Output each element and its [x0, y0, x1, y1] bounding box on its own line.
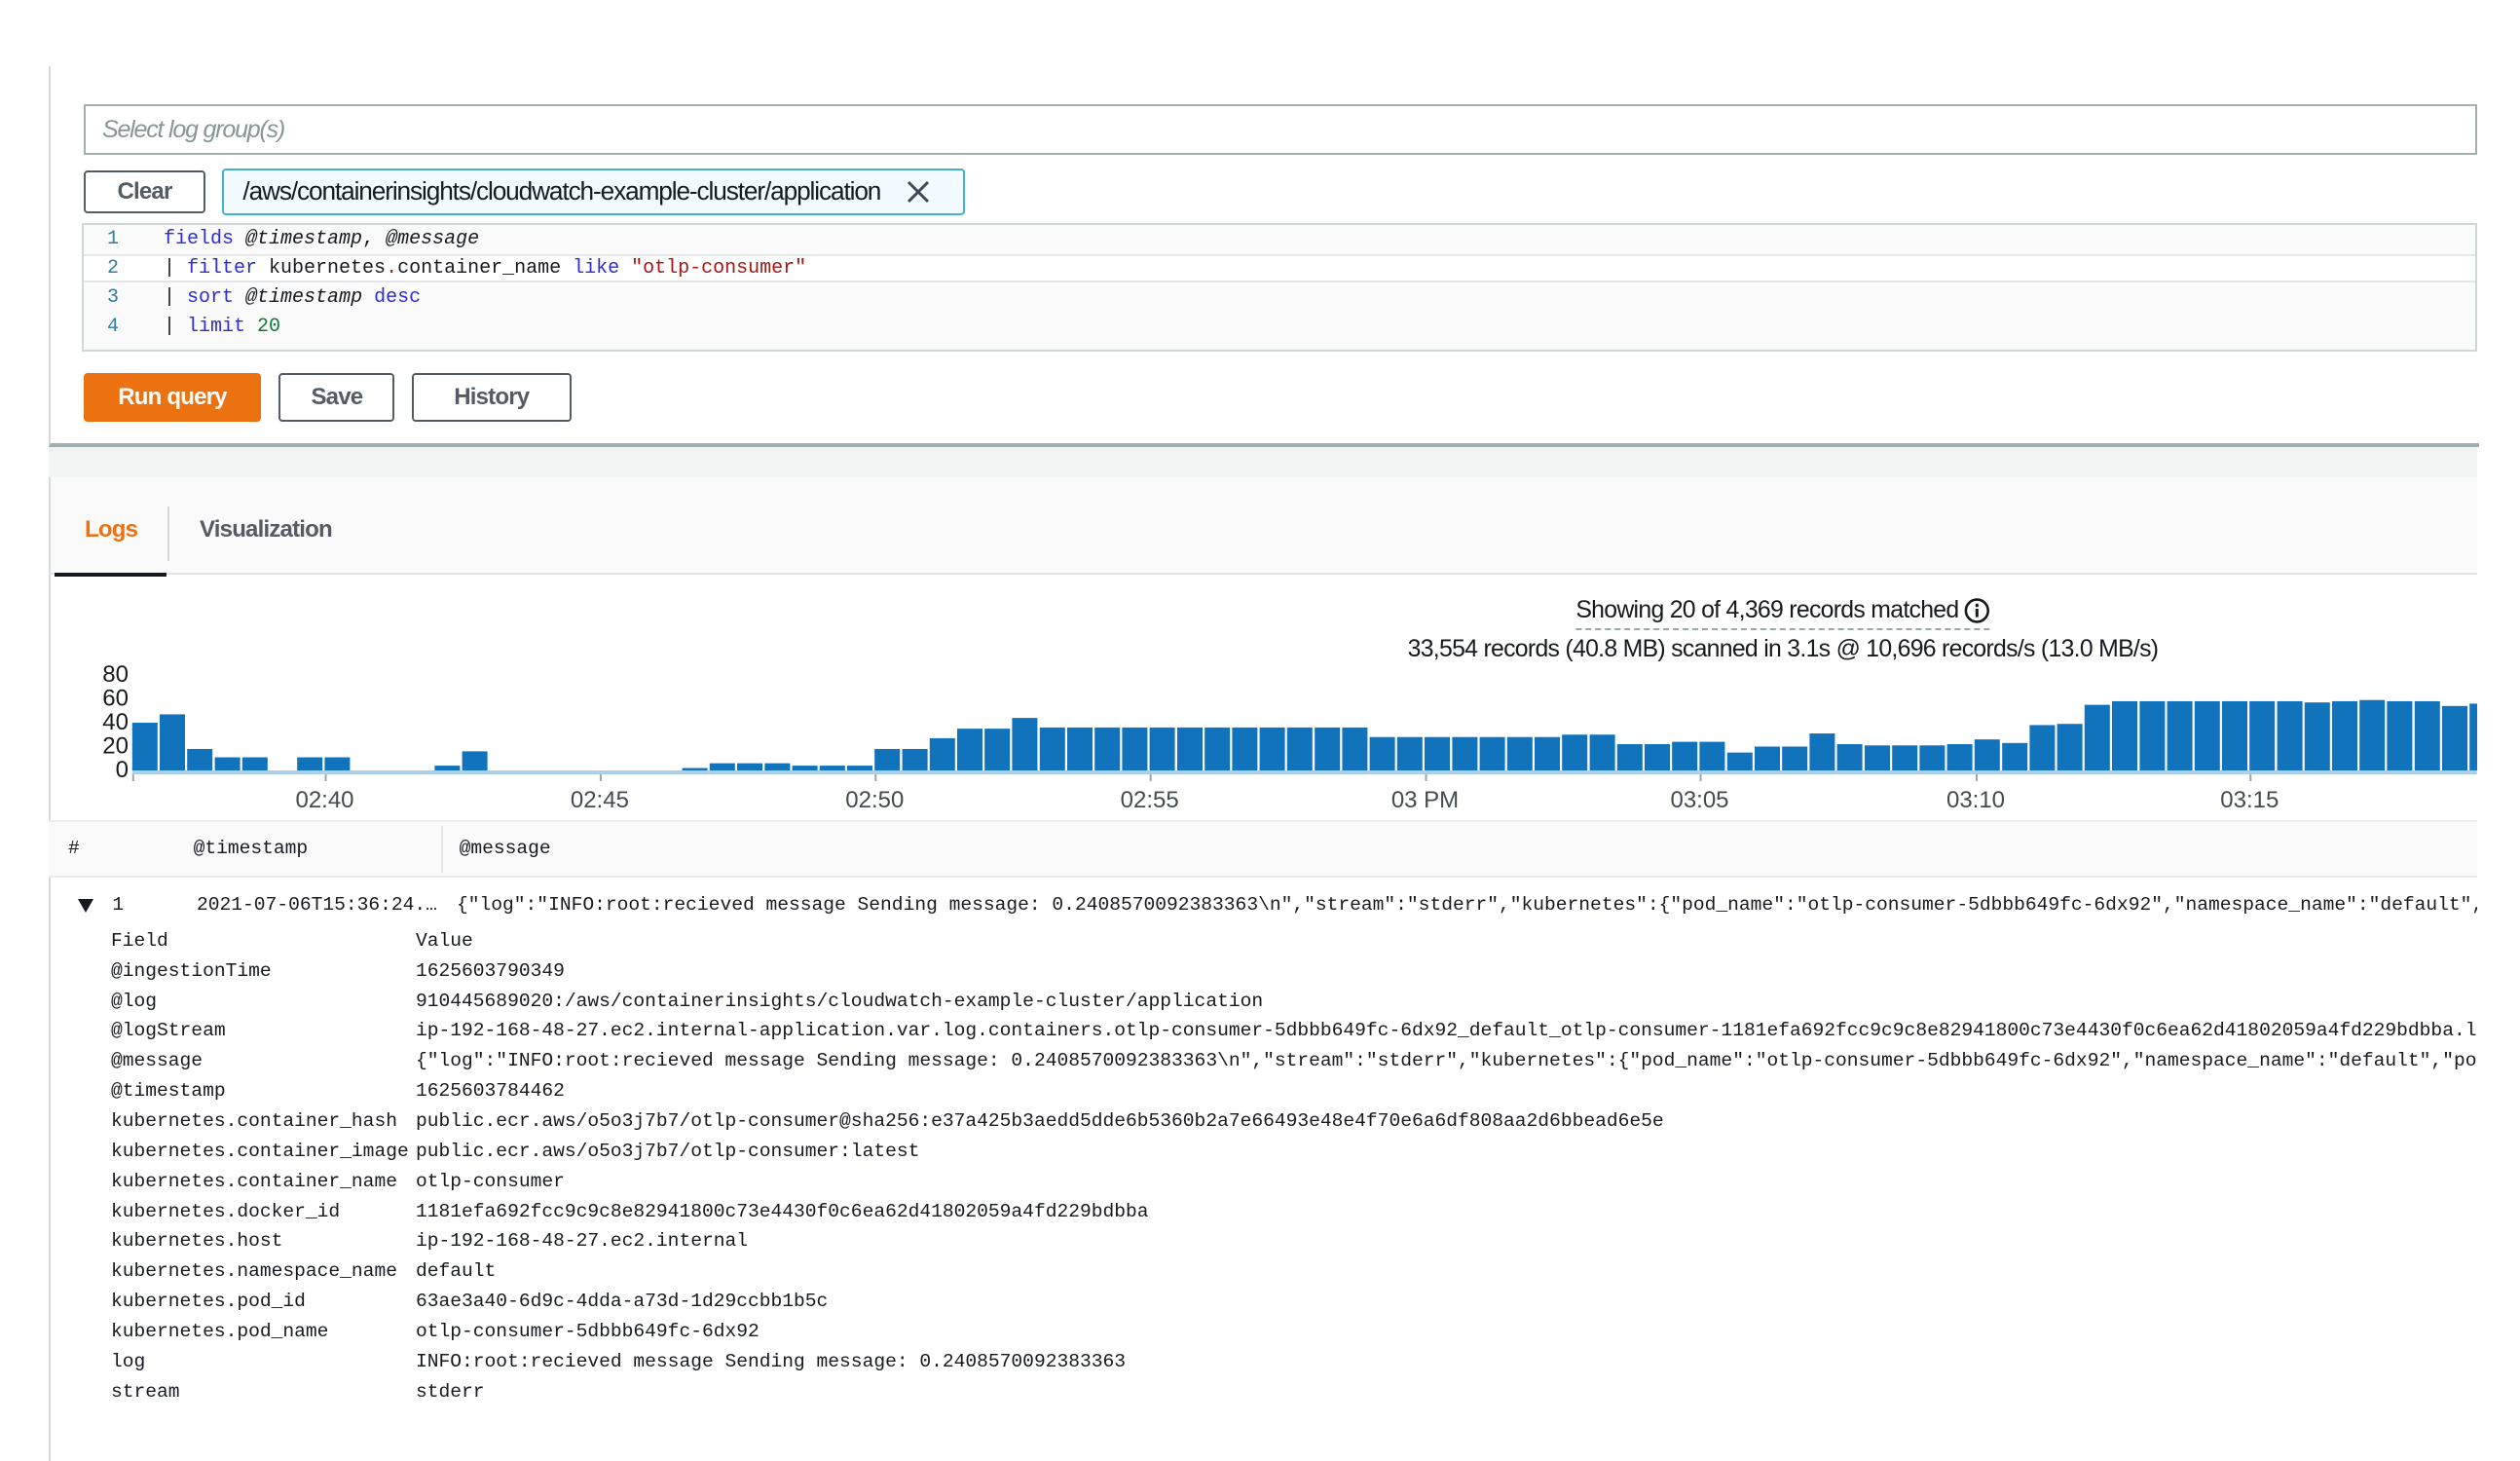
svg-text:20: 20: [102, 732, 129, 759]
svg-text:02:50: 02:50: [845, 787, 904, 813]
svg-text:02:55: 02:55: [1121, 787, 1179, 813]
svg-text:60: 60: [102, 685, 129, 711]
svg-text:03 PM: 03 PM: [1391, 787, 1459, 813]
svg-text:80: 80: [102, 661, 129, 688]
svg-text:03:05: 03:05: [1670, 787, 1728, 813]
svg-text:03:15: 03:15: [2220, 787, 2279, 813]
svg-text:03:10: 03:10: [1946, 787, 2005, 813]
svg-text:02:45: 02:45: [571, 787, 629, 813]
svg-text:0: 0: [116, 757, 129, 783]
svg-text:40: 40: [102, 709, 129, 735]
svg-text:02:40: 02:40: [295, 787, 353, 813]
